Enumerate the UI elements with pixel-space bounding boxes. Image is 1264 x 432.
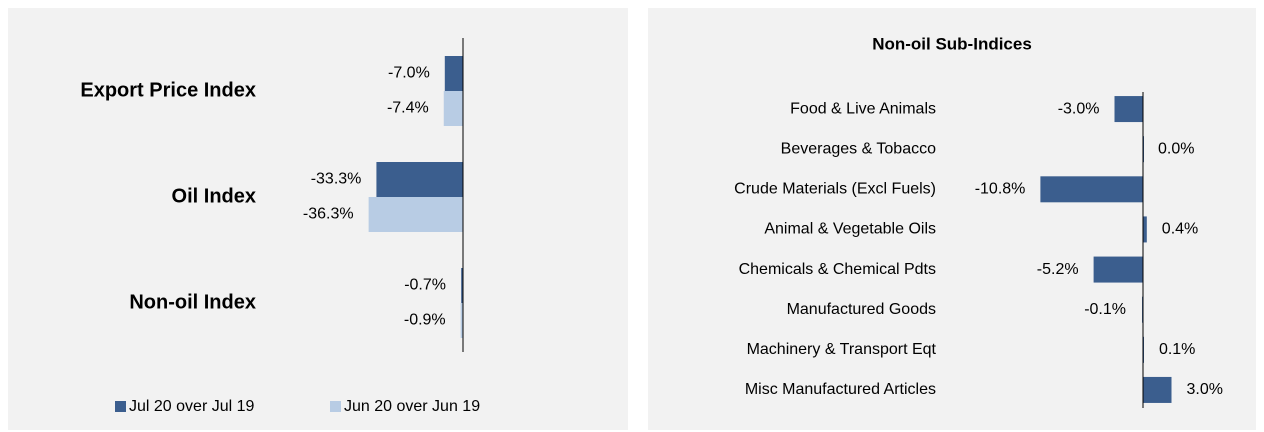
category-label: Misc Manufactured Articles [745, 381, 936, 398]
bar [1143, 376, 1172, 403]
category-label: Crude Materials (Excl Fuels) [734, 181, 936, 198]
bar [461, 268, 463, 303]
bar [1093, 256, 1143, 283]
value-label: 0.0% [1158, 140, 1194, 157]
bar [368, 197, 463, 232]
legend-swatch [115, 401, 126, 412]
bar [444, 56, 463, 91]
value-label: -3.0% [1058, 100, 1100, 117]
category-label: Beverages & Tobacco [781, 140, 936, 157]
value-label: -33.3% [311, 171, 362, 188]
category-label: Export Price Index [80, 79, 256, 101]
value-label: 0.1% [1159, 341, 1195, 358]
category-label: Machinery & Transport Eqt [747, 341, 937, 358]
value-label: -7.4% [387, 100, 429, 117]
bar [376, 162, 463, 197]
bar [1114, 96, 1143, 123]
bar [460, 303, 463, 338]
value-label: -7.0% [388, 65, 430, 82]
bar [443, 91, 463, 126]
legend-label: Jul 20 over Jul 19 [129, 398, 255, 415]
category-label: Manufactured Goods [787, 301, 936, 318]
value-label: 0.4% [1162, 221, 1198, 238]
bar [1143, 216, 1147, 243]
value-label: 3.0% [1187, 381, 1223, 398]
category-label: Oil Index [172, 185, 256, 207]
value-label: -36.3% [303, 206, 354, 223]
category-label: Non-oil Index [129, 291, 256, 313]
value-label: -0.1% [1084, 301, 1126, 318]
panel [8, 8, 628, 430]
legend-swatch [330, 401, 341, 412]
legend-label: Jun 20 over Jun 19 [344, 398, 480, 415]
chart-title: Non-oil Sub-Indices [872, 34, 1032, 53]
bar [1040, 176, 1143, 203]
value-label: -0.9% [404, 312, 446, 329]
category-label: Animal & Vegetable Oils [764, 221, 936, 238]
value-label: -0.7% [404, 277, 446, 294]
value-label: -5.2% [1037, 261, 1079, 278]
panel [648, 8, 1256, 430]
value-label: -10.8% [975, 181, 1026, 198]
category-label: Food & Live Animals [790, 100, 936, 117]
category-label: Chemicals & Chemical Pdts [739, 261, 936, 278]
